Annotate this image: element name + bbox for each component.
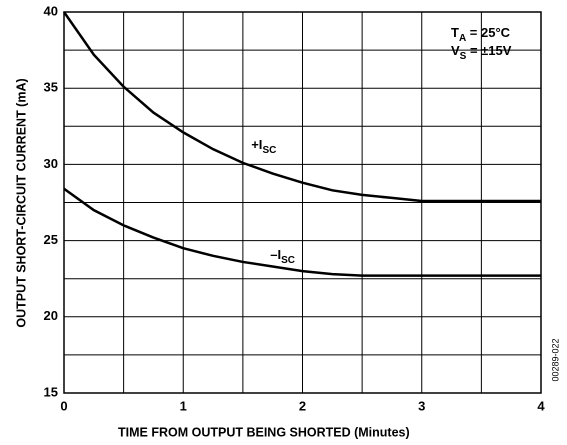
annotation: VS = ±15V — [451, 43, 512, 61]
series-label: +ISC — [251, 138, 276, 156]
annotation-rest: = 25°C — [466, 25, 510, 40]
annotation-sub: S — [460, 51, 467, 62]
annotation: TA = 25°C — [451, 25, 511, 43]
x-tick-label: 1 — [180, 398, 187, 413]
series-label-sub: SC — [281, 254, 295, 265]
figure-id: 00289-022 — [550, 338, 560, 381]
y-tick-label: 25 — [44, 232, 58, 247]
y-tick-label: 15 — [44, 384, 58, 399]
y-axis-label: OUTPUT SHORT-CIRCUIT CURRENT (mA) — [14, 78, 28, 327]
y-tick-label: 40 — [44, 3, 58, 18]
x-tick-label: 0 — [60, 398, 67, 413]
series-label: –ISC — [270, 247, 295, 265]
y-tick-label: 35 — [44, 80, 58, 95]
series-label-main: +I — [251, 138, 262, 153]
y-tick-label: 20 — [44, 308, 58, 323]
x-tick-label: 4 — [537, 398, 545, 413]
x-axis-label: TIME FROM OUTPUT BEING SHORTED (Minutes) — [118, 425, 410, 439]
line — [62, 11, 541, 203]
x-tick-label: 3 — [418, 398, 425, 413]
y-tick-label: 30 — [44, 156, 58, 171]
annotation-main: T — [451, 25, 459, 40]
annotation-rest: = ±15V — [466, 43, 511, 58]
x-tick-label: 2 — [299, 398, 306, 413]
annotation-main: V — [451, 43, 460, 58]
annotation-sub: A — [459, 33, 466, 44]
series-label-main: –I — [270, 247, 281, 262]
line — [63, 187, 541, 277]
plot-frame — [63, 11, 542, 394]
series-label-sub: SC — [262, 145, 276, 156]
